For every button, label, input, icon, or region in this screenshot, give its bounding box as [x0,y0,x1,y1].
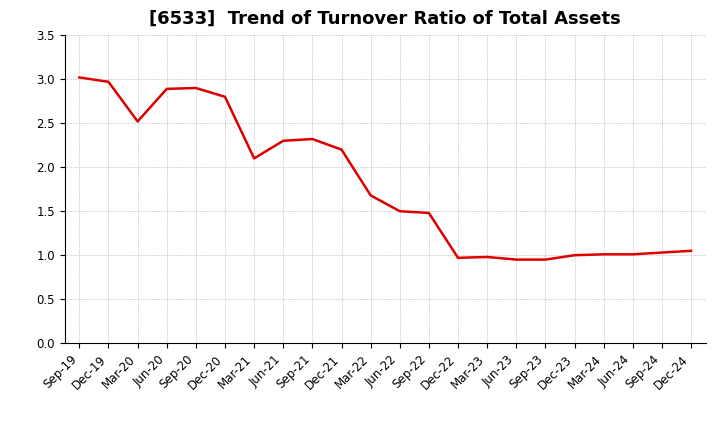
Title: [6533]  Trend of Turnover Ratio of Total Assets: [6533] Trend of Turnover Ratio of Total … [149,10,621,28]
